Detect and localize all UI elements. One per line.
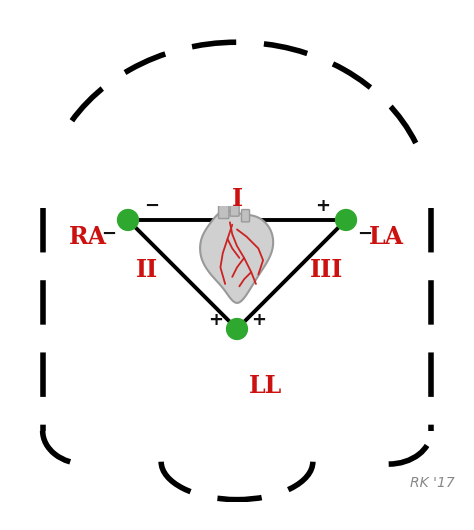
Text: +: + <box>208 311 223 329</box>
Text: RA: RA <box>69 225 107 249</box>
Circle shape <box>118 209 138 231</box>
Text: II: II <box>136 258 158 282</box>
Text: RK '17: RK '17 <box>410 476 455 490</box>
Text: +: + <box>315 197 330 215</box>
Circle shape <box>336 209 356 231</box>
Circle shape <box>227 319 247 339</box>
Text: −: − <box>101 225 117 243</box>
Text: LL: LL <box>249 374 282 398</box>
Text: −: − <box>144 197 159 215</box>
Text: LA: LA <box>369 225 404 249</box>
Text: −: − <box>357 225 373 243</box>
Text: III: III <box>310 258 344 282</box>
Text: +: + <box>251 311 266 329</box>
Text: I: I <box>231 187 243 210</box>
